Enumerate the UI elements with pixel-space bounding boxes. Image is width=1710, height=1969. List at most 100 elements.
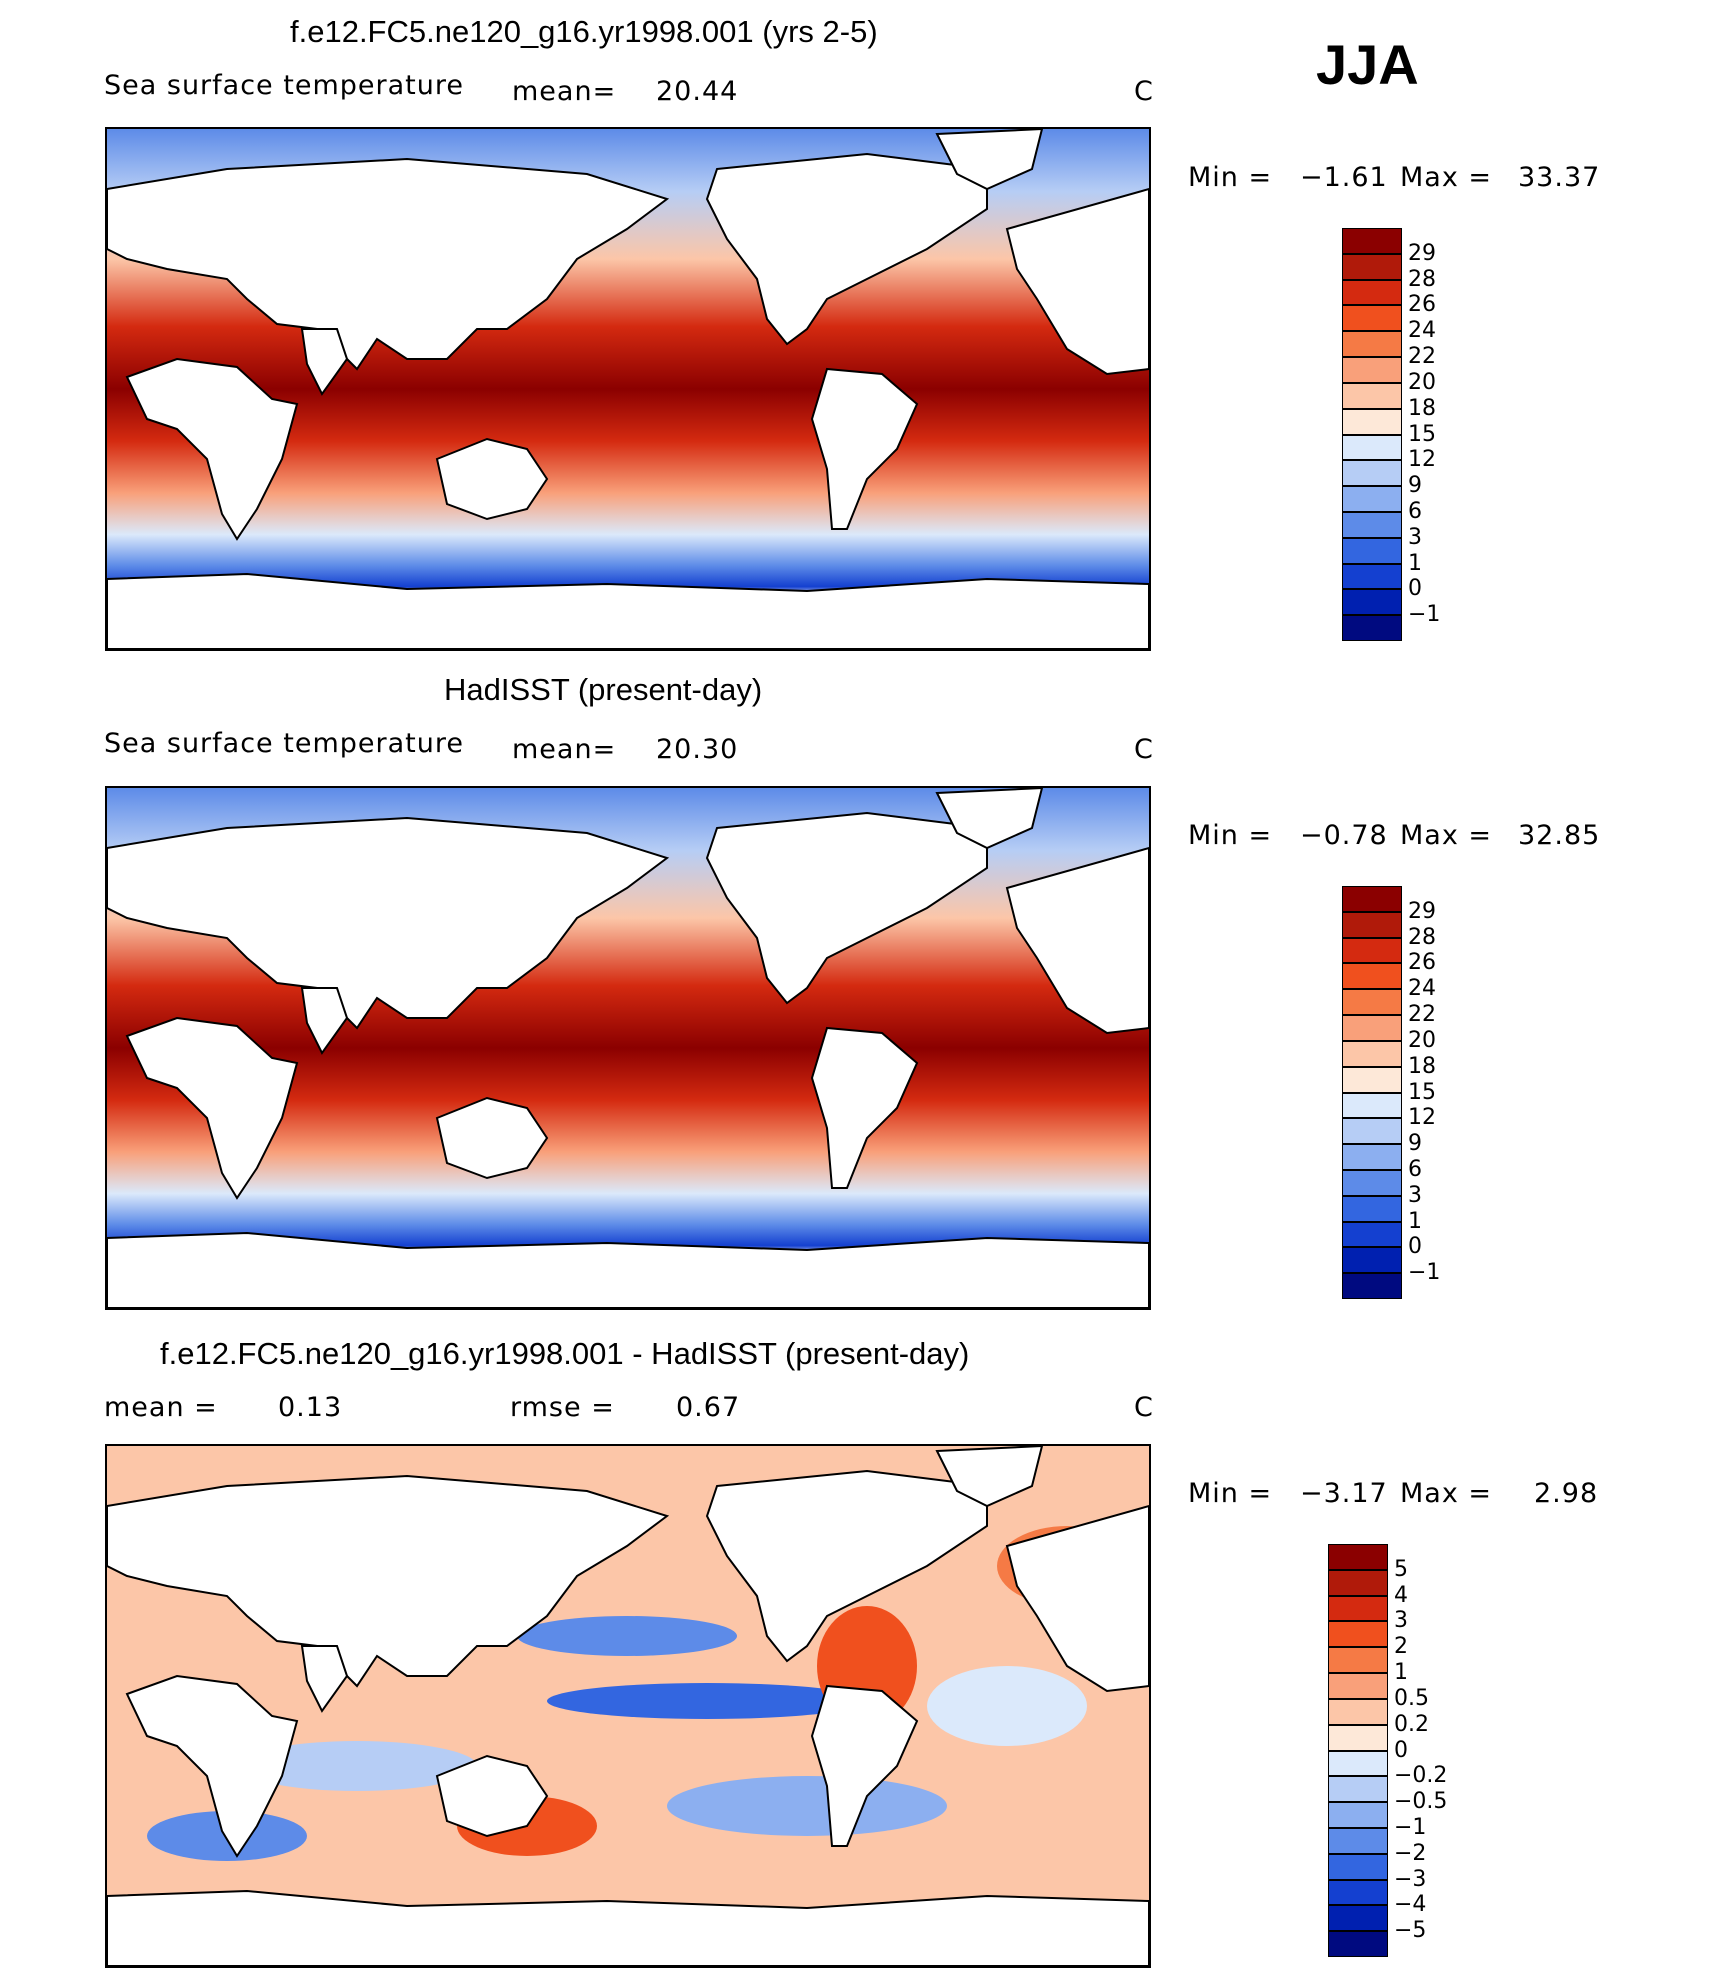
colorbar-tick-label: 15	[1408, 421, 1436, 447]
antarctica-land	[107, 1889, 1149, 1966]
colorbar-tick-label: 28	[1408, 266, 1436, 292]
colorbar-tick-label: 29	[1408, 898, 1436, 924]
mean-label: mean=	[512, 76, 617, 107]
europe-west-land	[1005, 846, 1149, 1035]
colorbar-band	[1342, 486, 1402, 512]
greenland-land	[935, 129, 1044, 191]
max-label: Max =	[1400, 820, 1493, 851]
south-america-land	[810, 367, 919, 530]
map-panel	[105, 1444, 1151, 1968]
south-america-land	[810, 1026, 919, 1189]
india-land	[300, 1645, 349, 1713]
max-label: Max =	[1400, 1478, 1493, 1509]
colorbar-band	[1342, 1015, 1402, 1041]
max-value: 32.85	[1518, 820, 1601, 851]
colorbar-band	[1342, 1066, 1402, 1093]
colorbar-tick-label: 3	[1408, 1182, 1422, 1208]
colorbar-tick-label: −0.2	[1394, 1763, 1448, 1789]
colorbar-tick-label: 1	[1394, 1660, 1408, 1686]
colorbar-band	[1342, 989, 1402, 1016]
mean-value: 0.13	[278, 1392, 343, 1423]
colorbar-band	[1342, 911, 1402, 938]
diff-anomaly	[927, 1666, 1087, 1746]
colorbar-band	[1342, 1092, 1402, 1119]
colorbar-band	[1342, 615, 1402, 641]
max-value: 33.37	[1518, 162, 1601, 193]
colorbar-band	[1342, 1118, 1402, 1145]
south-america-land	[810, 1684, 919, 1847]
mean-label: mean=	[512, 734, 617, 765]
colorbar-band	[1342, 331, 1402, 358]
season-label: JJA	[1316, 33, 1419, 96]
colorbar-band	[1328, 1879, 1388, 1906]
min-label: Min =	[1188, 820, 1273, 851]
colorbar-tick-label: 22	[1408, 344, 1436, 370]
colorbar-tick-label: 3	[1408, 524, 1422, 550]
colorbar-band	[1342, 537, 1402, 564]
colorbar-band	[1328, 1698, 1388, 1725]
colorbar-band	[1328, 1544, 1388, 1570]
colorbar-tick-label: 22	[1408, 1002, 1436, 1028]
variable-label: Sea surface temperature	[104, 728, 464, 759]
colorbar-band	[1342, 279, 1402, 306]
min-label: Min =	[1188, 162, 1273, 193]
colorbar-tick-label: 18	[1408, 1053, 1436, 1079]
colorbar-band	[1342, 1221, 1402, 1248]
colorbar-band	[1328, 1621, 1388, 1648]
colorbar-tick-label: 6	[1408, 1156, 1422, 1182]
colorbar-band	[1342, 1169, 1402, 1196]
max-label: Max =	[1400, 162, 1493, 193]
colorbar-tick-label: 6	[1408, 498, 1422, 524]
africa-land	[125, 1016, 299, 1200]
colorbar-tick-label: 24	[1408, 318, 1436, 344]
units-label: C	[1134, 1392, 1154, 1423]
colorbar-band	[1342, 1273, 1402, 1299]
colorbar-band	[1342, 1195, 1402, 1222]
colorbar-tick-label: 20	[1408, 369, 1436, 395]
colorbar-tick-label: −1	[1394, 1814, 1427, 1840]
colorbar-tick-label: 4	[1394, 1582, 1408, 1608]
greenland-land	[935, 788, 1044, 850]
min-label: Min =	[1188, 1478, 1273, 1509]
max-value: 2.98	[1534, 1478, 1599, 1509]
diff-anomaly	[517, 1616, 737, 1656]
colorbar-tick-label: 3	[1394, 1608, 1408, 1634]
colorbar-band	[1328, 1776, 1388, 1803]
panel-title: f.e12.FC5.ne120_g16.yr1998.001 (yrs 2-5)	[290, 14, 878, 49]
eurasia-land	[107, 816, 670, 1030]
colorbar-band	[1328, 1595, 1388, 1622]
mean-value: 20.44	[656, 76, 739, 107]
colorbar-band	[1342, 963, 1402, 990]
colorbar-band	[1342, 589, 1402, 616]
colorbar-tick-label: −1	[1408, 602, 1441, 628]
diff-anomaly	[547, 1683, 867, 1719]
colorbar-band	[1342, 408, 1402, 435]
variable-label: Sea surface temperature	[104, 70, 464, 101]
world-map	[107, 788, 1149, 1308]
colorbar-tick-label: 0	[1408, 1234, 1422, 1260]
colorbar-tick-label: 12	[1408, 1105, 1436, 1131]
colorbar-tick-label: 0.5	[1394, 1685, 1429, 1711]
colorbar-band	[1342, 228, 1402, 254]
colorbar-band	[1342, 886, 1402, 912]
india-land	[300, 987, 349, 1055]
colorbar-band	[1342, 434, 1402, 461]
colorbar-tick-label: 12	[1408, 447, 1436, 473]
colorbar-band	[1342, 357, 1402, 383]
colorbar-band	[1328, 1853, 1388, 1880]
min-value: −3.17	[1300, 1478, 1388, 1509]
africa-land	[125, 357, 299, 541]
panel-title: f.e12.FC5.ne120_g16.yr1998.001 - HadISST…	[160, 1336, 970, 1371]
greenland-land	[935, 1446, 1044, 1508]
units-label: C	[1134, 76, 1154, 107]
colorbar-band	[1328, 1931, 1388, 1957]
colorbar-band	[1328, 1827, 1388, 1854]
mean-value: 20.30	[656, 734, 739, 765]
colorbar-band	[1342, 382, 1402, 409]
colorbar-band	[1328, 1673, 1388, 1699]
colorbar-tick-label: −4	[1394, 1892, 1427, 1918]
rmse-label: rmse =	[510, 1392, 615, 1423]
colorbar-band	[1342, 1040, 1402, 1067]
australia-land	[435, 1096, 549, 1180]
colorbar-tick-label: 5	[1394, 1556, 1408, 1582]
